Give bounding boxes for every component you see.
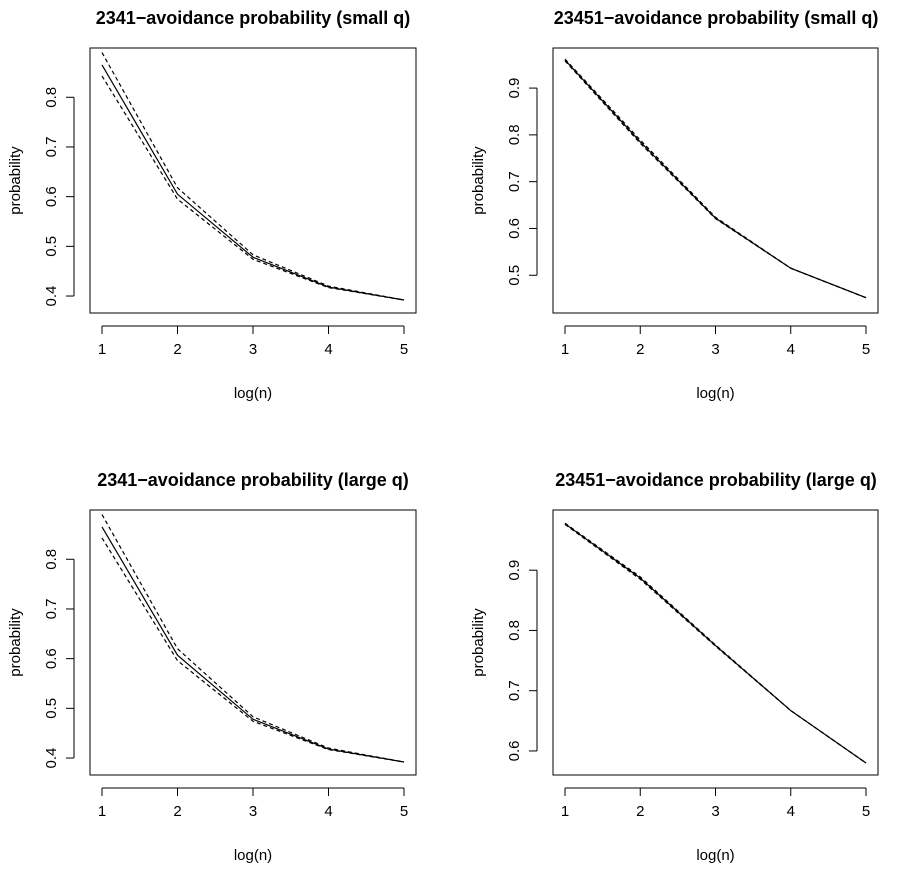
y-tick-label: 0.6 — [506, 741, 523, 762]
confidence-bound-line — [564, 522, 867, 764]
x-axis: 1 2 3 4 5 — [98, 325, 408, 358]
estimate-line — [564, 59, 867, 299]
y-tick-label: 0.6 — [43, 648, 60, 669]
confidence-bound-line — [564, 523, 867, 764]
x-axis-label: log(n) — [234, 385, 272, 402]
x-tick-label: 5 — [862, 803, 870, 820]
x-tick-label: 5 — [400, 803, 408, 820]
plot-frame — [552, 509, 879, 776]
y-tick-label: 0.5 — [43, 698, 60, 719]
x-tick-label: 4 — [324, 341, 332, 358]
confidence-bound-line — [101, 52, 405, 301]
confidence-bound-line — [101, 75, 405, 301]
panel-23451-large-q: 23451−avoidance probability (large q) 1 2 3… — [470, 470, 879, 864]
x-axis-label: log(n) — [234, 847, 272, 864]
y-axis-label: probability — [470, 146, 487, 215]
x-tick-label: 4 — [787, 803, 795, 820]
y-axis-label: probability — [7, 146, 24, 215]
estimate-line — [564, 523, 867, 764]
y-tick-label: 0.7 — [506, 171, 523, 192]
y-axis: 0.5 0.6 0.7 0.8 0.9 — [506, 78, 538, 286]
x-tick-label: 2 — [173, 803, 181, 820]
y-tick-label: 0.6 — [506, 218, 523, 239]
x-tick-label: 2 — [173, 341, 181, 358]
chart-title: 23451−avoidance probability (large q) — [555, 470, 877, 490]
x-axis-label: log(n) — [696, 385, 734, 402]
confidence-bound-line — [564, 58, 867, 299]
confidence-bound-line — [101, 537, 405, 763]
estimate-line — [101, 64, 405, 301]
x-tick-label: 1 — [561, 803, 569, 820]
plot-frame — [89, 47, 417, 314]
plot-frame — [89, 509, 417, 776]
y-tick-label: 0.8 — [43, 87, 60, 108]
y-tick-label: 0.8 — [506, 620, 523, 641]
estimate-line — [101, 526, 405, 763]
panel-2341-large-q: 2341−avoidance probability (large q) 1 2 3 4… — [7, 470, 417, 864]
confidence-bound-line — [564, 60, 867, 299]
x-tick-label: 2 — [636, 803, 644, 820]
y-tick-label: 0.7 — [43, 599, 60, 620]
y-axis: 0.4 0.5 0.6 0.7 0.8 — [43, 87, 75, 307]
x-tick-label: 3 — [711, 341, 719, 358]
x-axis: 1 2 3 4 5 — [561, 787, 870, 820]
x-tick-label: 4 — [324, 803, 332, 820]
y-axis-label: probability — [470, 608, 487, 677]
plot-frame — [552, 47, 879, 314]
y-tick-label: 0.7 — [43, 137, 60, 158]
chart-title: 2341−avoidance probability (large q) — [97, 470, 409, 490]
y-tick-label: 0.9 — [506, 560, 523, 581]
y-tick-label: 0.6 — [43, 186, 60, 207]
y-axis-label: probability — [7, 608, 24, 677]
y-axis: 0.4 0.5 0.6 0.7 0.8 — [43, 549, 75, 769]
x-tick-label: 2 — [636, 341, 644, 358]
confidence-bound-line — [101, 514, 405, 763]
x-tick-label: 1 — [98, 341, 106, 358]
y-tick-label: 0.5 — [43, 236, 60, 257]
x-tick-label: 5 — [862, 341, 870, 358]
y-tick-label: 0.7 — [506, 680, 523, 701]
x-axis: 1 2 3 4 5 — [561, 325, 870, 358]
panel-23451-small-q: 23451−avoidance probability (small q) 1 2 3… — [470, 8, 879, 402]
x-tick-label: 1 — [98, 803, 106, 820]
x-tick-label: 1 — [561, 341, 569, 358]
y-axis: 0.6 0.7 0.8 0.9 — [506, 560, 538, 762]
y-tick-label: 0.9 — [506, 78, 523, 99]
panel-2341-small-q: 2341−avoidance probability (small q) 1 2 3 4… — [7, 8, 417, 402]
y-tick-label: 0.8 — [43, 549, 60, 570]
y-tick-label: 0.5 — [506, 265, 523, 286]
x-tick-label: 5 — [400, 341, 408, 358]
x-tick-label: 3 — [249, 341, 257, 358]
x-tick-label: 4 — [787, 341, 795, 358]
chart-title: 2341−avoidance probability (small q) — [96, 8, 411, 28]
x-axis: 1 2 3 4 5 — [98, 787, 408, 820]
x-tick-label: 3 — [249, 803, 257, 820]
y-tick-label: 0.4 — [43, 748, 60, 769]
y-tick-label: 0.8 — [506, 124, 523, 145]
x-tick-label: 3 — [711, 803, 719, 820]
y-tick-label: 0.4 — [43, 286, 60, 307]
x-axis-label: log(n) — [696, 847, 734, 864]
chart-title: 23451−avoidance probability (small q) — [554, 8, 879, 28]
